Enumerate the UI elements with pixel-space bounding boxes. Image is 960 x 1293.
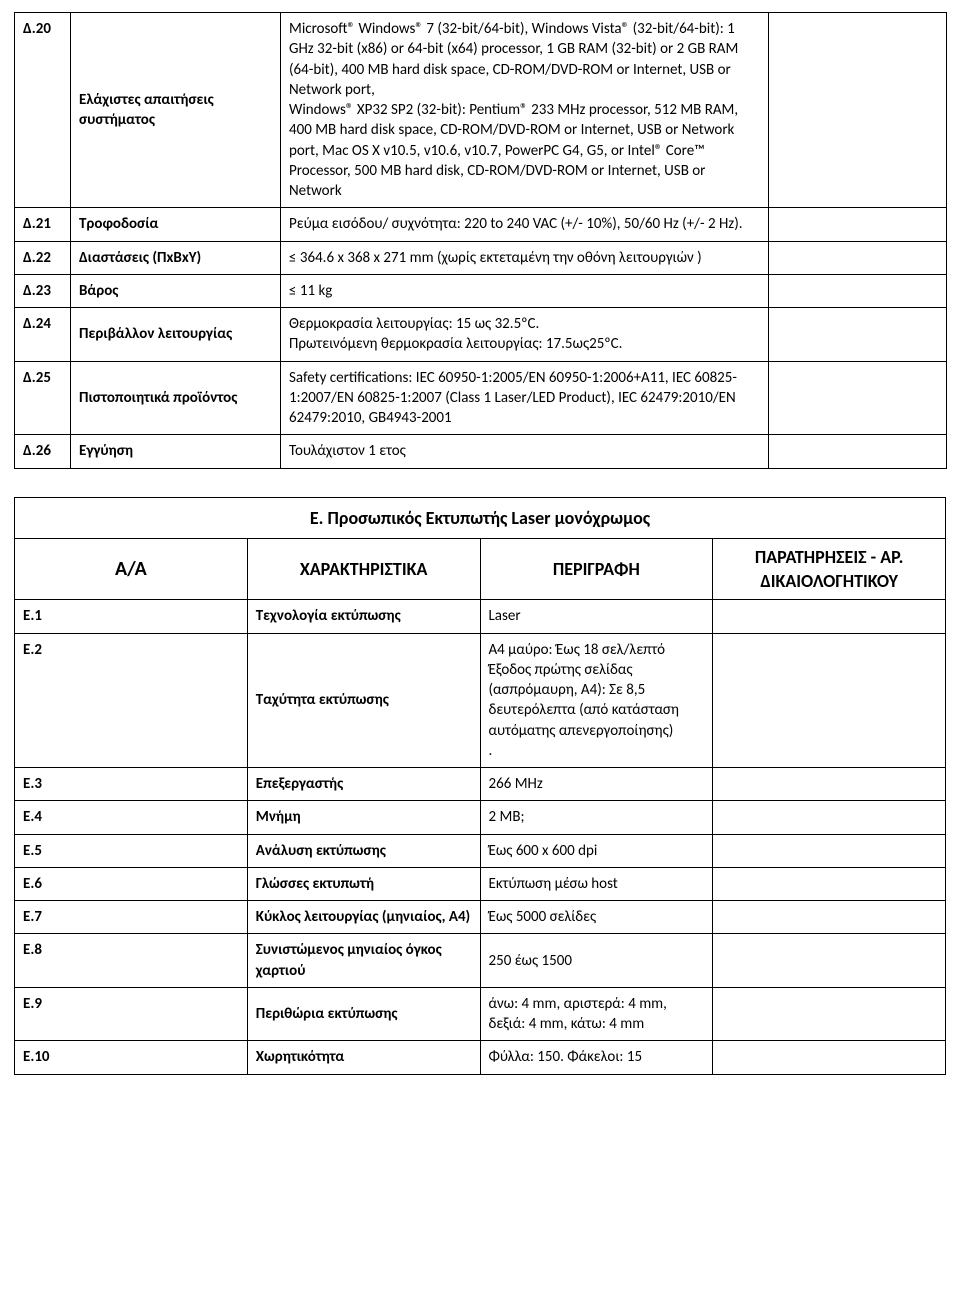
row-description: Έως 600 x 600 dpi [480, 834, 713, 867]
row-feature: Χωρητικότητα [247, 1041, 480, 1074]
row-description: Φύλλα: 150. Φάκελοι: 15 [480, 1041, 713, 1074]
table-row: Ε.9Περιθώρια εκτύπωσηςάνω: 4 mm, αριστερ… [15, 987, 946, 1041]
row-id: Ε.5 [15, 834, 248, 867]
row-description: Εκτύπωση μέσω host [480, 867, 713, 900]
table-row: Δ.21ΤροφοδοσίαΡεύμα εισόδου/ συχνότητα: … [15, 208, 947, 241]
row-note [713, 867, 946, 900]
row-id: Ε.7 [15, 901, 248, 934]
table-row: Δ.24Περιβάλλον λειτουργίαςΘερμοκρασία λε… [15, 308, 947, 362]
row-description: Έως 5000 σελίδες [480, 901, 713, 934]
table-row: Ε.7Κύκλος λειτουργίας (μηνιαίος, A4)Έως … [15, 901, 946, 934]
row-feature: Γλώσσες εκτυπωτή [247, 867, 480, 900]
row-description: A4 μαύρο: Έως 18 σελ/λεπτό Έξοδος πρώτης… [480, 633, 713, 768]
row-id: Δ.22 [15, 241, 71, 274]
header-row: Α/Α ΧΑΡΑΚΤΗΡΙΣΤΙΚΑ ΠΕΡΙΓΡΑΦΗ ΠΑΡΑΤΗΡΗΣΕΙ… [15, 538, 946, 600]
row-id: Δ.23 [15, 274, 71, 307]
row-id: Ε.4 [15, 801, 248, 834]
row-feature: Εγγύηση [71, 435, 281, 468]
row-description: Ρεύμα εισόδου/ συχνότητα: 220 to 240 VAC… [281, 208, 769, 241]
row-feature: Πιστοποιητικά προϊόντος [71, 361, 281, 435]
row-id: Δ.26 [15, 435, 71, 468]
row-note [713, 987, 946, 1041]
row-note [713, 1041, 946, 1074]
table-row: Ε.4Μνήμη2 MB; [15, 801, 946, 834]
row-note [769, 241, 947, 274]
table-row: Ε.8Συνιστώμενος μηνιαίος όγκος χαρτιού25… [15, 934, 946, 988]
row-description: Safety certifications: IEC 60950-1:2005/… [281, 361, 769, 435]
row-description: 2 MB; [480, 801, 713, 834]
row-note [769, 435, 947, 468]
row-note [769, 274, 947, 307]
row-id: Δ.21 [15, 208, 71, 241]
spec-table-e: Ε. Προσωπικός Εκτυπωτής Laser μονόχρωμος… [14, 497, 946, 1075]
row-id: Δ.24 [15, 308, 71, 362]
row-description: 266 MHz [480, 768, 713, 801]
row-note [713, 600, 946, 633]
table-row: Ε.10ΧωρητικότηταΦύλλα: 150. Φάκελοι: 15 [15, 1041, 946, 1074]
spec-table-e-body: Ε. Προσωπικός Εκτυπωτής Laser μονόχρωμος… [15, 497, 946, 1074]
row-id: Δ.25 [15, 361, 71, 435]
row-id: Ε.6 [15, 867, 248, 900]
table-row: Δ.23Βάρος≤ 11 kg [15, 274, 947, 307]
section-title-row: Ε. Προσωπικός Εκτυπωτής Laser μονόχρωμος [15, 497, 946, 538]
table-row: Ε.6Γλώσσες εκτυπωτήΕκτύπωση μέσω host [15, 867, 946, 900]
header-desc: ΠΕΡΙΓΡΑΦΗ [480, 538, 713, 600]
row-note [713, 834, 946, 867]
row-feature: Τεχνολογία εκτύπωσης [247, 600, 480, 633]
row-description: άνω: 4 mm, αριστερά: 4 mm, δεξιά: 4 mm, … [480, 987, 713, 1041]
row-id: Ε.9 [15, 987, 248, 1041]
row-note [713, 768, 946, 801]
row-id: Δ.20 [15, 13, 71, 208]
table-row: Ε.1Τεχνολογία εκτύπωσηςLaser [15, 600, 946, 633]
row-description: ≤ 364.6 x 368 x 271 mm (χωρίς εκτεταμένη… [281, 241, 769, 274]
section-title: Ε. Προσωπικός Εκτυπωτής Laser μονόχρωμος [15, 497, 946, 538]
table-row: Δ.20Ελάχιστες απαιτήσεις συστήματοςMicro… [15, 13, 947, 208]
table-row: Ε.3Επεξεργαστής266 MHz [15, 768, 946, 801]
row-description: Τουλάχιστον 1 ετος [281, 435, 769, 468]
row-feature: Επεξεργαστής [247, 768, 480, 801]
header-id: Α/Α [15, 538, 248, 600]
row-note [713, 633, 946, 768]
table-row: Δ.26ΕγγύησηΤουλάχιστον 1 ετος [15, 435, 947, 468]
row-description: ≤ 11 kg [281, 274, 769, 307]
row-feature: Ελάχιστες απαιτήσεις συστήματος [71, 13, 281, 208]
header-note: ΠΑΡΑΤΗΡΗΣΕΙΣ - ΑΡ. ΔΙΚΑΙΟΛΟΓΗΤΙΚΟΥ [713, 538, 946, 600]
row-note [713, 801, 946, 834]
row-feature: Βάρος [71, 274, 281, 307]
row-note [713, 901, 946, 934]
row-note [769, 208, 947, 241]
row-note [769, 361, 947, 435]
row-description: Laser [480, 600, 713, 633]
row-note [769, 13, 947, 208]
row-description: 250 έως 1500 [480, 934, 713, 988]
row-feature: Διαστάσεις (ΠxΒxΥ) [71, 241, 281, 274]
row-id: Ε.8 [15, 934, 248, 988]
spec-table-d: Δ.20Ελάχιστες απαιτήσεις συστήματοςMicro… [14, 12, 947, 469]
row-id: Ε.2 [15, 633, 248, 768]
row-description: Θερμοκρασία λειτουργίας: 15 ως 32.5ºC. Π… [281, 308, 769, 362]
row-note [769, 308, 947, 362]
row-id: Ε.10 [15, 1041, 248, 1074]
table-row: Ε.2Ταχύτητα εκτύπωσηςA4 μαύρο: Έως 18 σε… [15, 633, 946, 768]
header-feat: ΧΑΡΑΚΤΗΡΙΣΤΙΚΑ [247, 538, 480, 600]
row-id: Ε.1 [15, 600, 248, 633]
table-row: Ε.5Ανάλυση εκτύπωσηςΈως 600 x 600 dpi [15, 834, 946, 867]
row-feature: Κύκλος λειτουργίας (μηνιαίος, A4) [247, 901, 480, 934]
row-note [713, 934, 946, 988]
row-feature: Ανάλυση εκτύπωσης [247, 834, 480, 867]
table-row: Δ.22Διαστάσεις (ΠxΒxΥ)≤ 364.6 x 368 x 27… [15, 241, 947, 274]
row-feature: Συνιστώμενος μηνιαίος όγκος χαρτιού [247, 934, 480, 988]
row-feature: Μνήμη [247, 801, 480, 834]
row-feature: Περιβάλλον λειτουργίας [71, 308, 281, 362]
row-id: Ε.3 [15, 768, 248, 801]
table-row: Δ.25Πιστοποιητικά προϊόντοςSafety certif… [15, 361, 947, 435]
row-feature: Ταχύτητα εκτύπωσης [247, 633, 480, 768]
row-feature: Περιθώρια εκτύπωσης [247, 987, 480, 1041]
spec-table-d-body: Δ.20Ελάχιστες απαιτήσεις συστήματοςMicro… [15, 13, 947, 469]
row-feature: Τροφοδοσία [71, 208, 281, 241]
row-description: Microsoft® Windows® 7 (32-bit/64-bit), W… [281, 13, 769, 208]
